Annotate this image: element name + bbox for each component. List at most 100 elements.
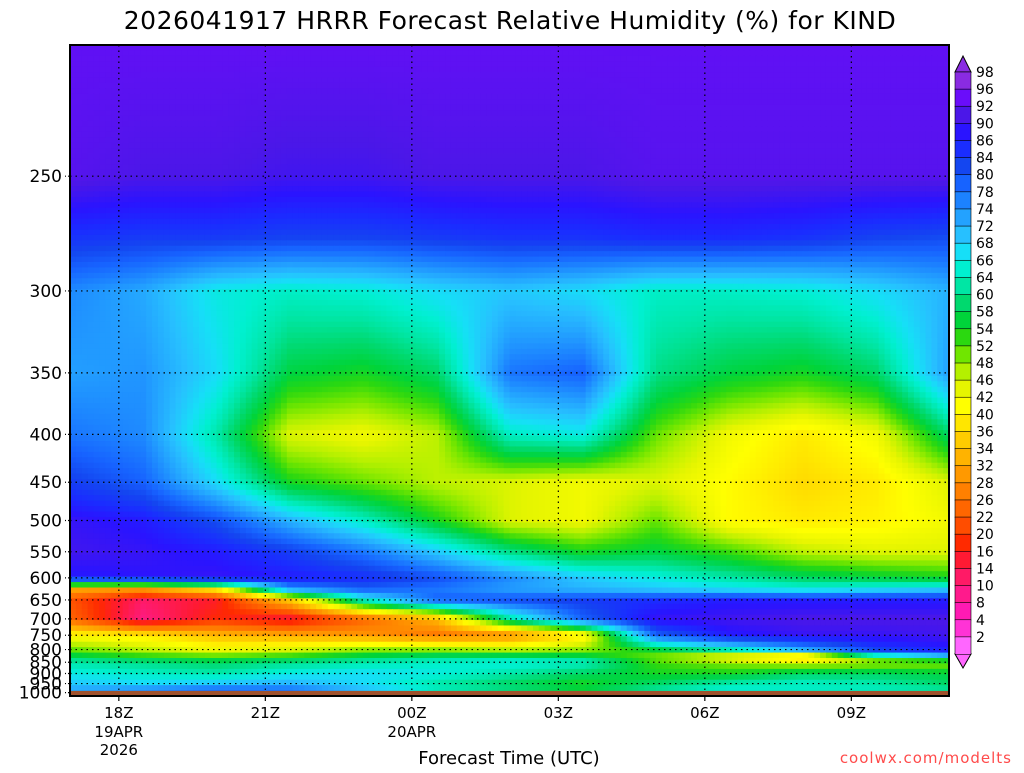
rh-cell [81,126,89,133]
rh-cell [573,180,581,187]
rh-cell [855,120,862,127]
rh-cell [650,50,657,57]
rh-cell [638,55,645,62]
rh-cell [81,202,89,209]
rh-cell [327,180,335,187]
rh-cell [169,104,177,111]
rh-cell [544,104,552,111]
rh-cell [497,131,505,138]
rh-cell [93,224,100,231]
rh-cell [409,99,417,106]
rh-cell [75,164,83,171]
rh-cell [222,77,229,84]
rh-cell [462,180,470,187]
rh-cell [316,202,323,209]
rh-cell [128,99,136,106]
rh-cell [872,82,880,89]
rh-cell [808,126,815,133]
rh-cell [843,169,850,176]
rh-cell [685,110,692,117]
rh-cell [732,148,739,155]
rh-cell [491,158,499,165]
rh-cell [474,115,481,122]
rh-cell [93,55,100,62]
rh-cell [943,180,949,187]
rh-cell [339,186,347,193]
rh-cell [316,88,323,95]
rh-cell [808,142,815,149]
rh-cell [409,131,417,138]
rh-cell [521,120,528,127]
rh-cell [661,110,669,117]
rh-cell [157,93,165,100]
rh-cell [620,207,628,214]
rh-cell [415,50,423,57]
rh-cell [913,175,921,182]
rh-cell [849,61,856,68]
rh-cell [720,164,727,171]
rh-cell [292,55,300,62]
rh-cell [134,213,141,220]
rh-cell [292,131,300,138]
rh-cell [175,61,182,68]
rh-cell [404,131,411,138]
rh-cell [521,66,528,73]
rh-cell [497,50,505,57]
rh-cell [878,55,886,62]
rh-cell [187,104,194,111]
rh-cell [134,55,141,62]
rh-cell [275,148,282,155]
rh-cell [450,142,458,149]
rh-cell [216,99,223,106]
rh-cell [638,61,645,68]
rh-cell [304,45,311,52]
rh-cell [931,77,938,84]
rh-cell [210,142,218,149]
rh-cell [937,66,944,73]
rh-cell [837,82,845,89]
rh-cell [726,175,733,182]
rh-cell [767,66,774,73]
rh-cell [907,191,915,198]
rh-cell [925,148,933,155]
rh-cell [286,142,294,149]
rh-cell [257,77,264,84]
rh-cell [585,99,593,106]
rh-cell [81,180,89,187]
rh-cell [392,66,399,73]
rh-cell [679,45,686,52]
rh-cell [368,207,376,214]
rh-cell [761,99,768,106]
rh-cell [644,137,651,144]
rh-cell [667,175,675,182]
rh-cell [404,169,411,176]
rh-cell [702,82,710,89]
rh-cell [738,126,745,133]
rh-cell [363,180,370,187]
rh-cell [409,202,417,209]
rh-cell [931,196,938,203]
rh-cell [673,148,681,155]
rh-cell [474,142,481,149]
rh-cell [134,93,141,100]
rh-cell [503,55,511,62]
rh-cell [831,213,839,220]
rh-cell [820,137,827,144]
rh-cell [855,88,862,95]
rh-cell [585,186,593,193]
rh-cell [761,202,768,209]
rh-cell [855,137,862,144]
rh-cell [896,137,903,144]
rh-cell [697,104,704,111]
rh-cell [216,77,223,84]
rh-cell [163,218,171,225]
rh-cell [404,175,411,182]
rh-cell [169,120,177,127]
rh-cell [679,50,686,57]
rh-cell [691,120,698,127]
rh-cell [749,110,757,117]
rh-cell [808,158,815,165]
rh-cell [573,186,581,193]
rh-cell [831,164,839,171]
rh-cell [99,207,106,214]
